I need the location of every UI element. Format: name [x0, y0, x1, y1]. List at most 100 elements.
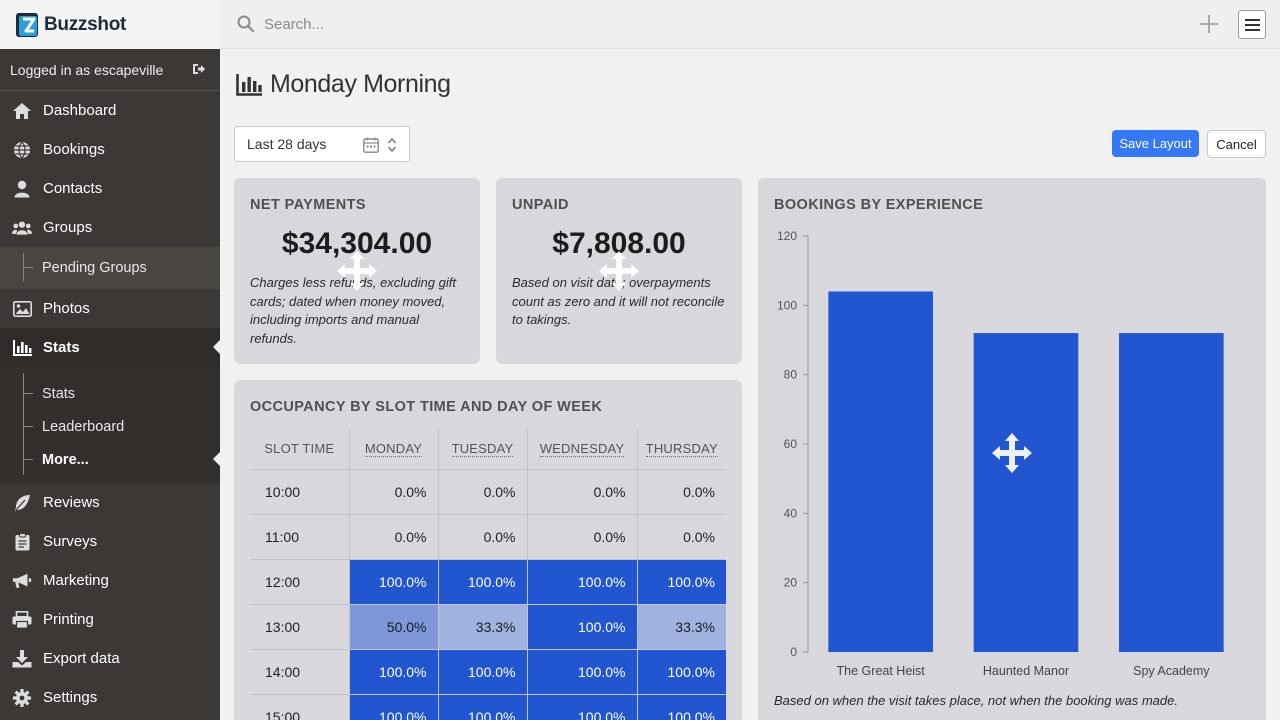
- unpaid-note: Based on visit date; overpayments count …: [512, 275, 725, 327]
- move-icon[interactable]: [598, 250, 640, 292]
- y-tick-label: 20: [784, 576, 798, 590]
- bar: [828, 291, 933, 652]
- move-icon[interactable]: [336, 250, 378, 292]
- save-layout-button[interactable]: Save Layout: [1112, 130, 1199, 157]
- chart-note: Based on when the visit takes place, not…: [774, 693, 1178, 708]
- occupancy-cell: 100.0%: [637, 559, 726, 605]
- gear-icon: [12, 688, 32, 708]
- sidebar-item-label: Stats: [43, 339, 80, 356]
- occupancy-cell: 0.0%: [438, 514, 528, 560]
- occupancy-cell: 100.0%: [527, 559, 638, 605]
- clipboard-icon: [12, 532, 32, 552]
- occupancy-cell: 100.0%: [527, 649, 638, 695]
- sidebar-item-surveys[interactable]: Surveys: [0, 522, 220, 561]
- sidebar-item-dashboard[interactable]: Dashboard: [0, 91, 220, 130]
- sidebar-item-label: Photos: [43, 300, 90, 317]
- column-header-monday[interactable]: MONDAY: [349, 429, 439, 470]
- sidebar-item-label: Surveys: [43, 533, 98, 550]
- occupancy-cell: 0.0%: [349, 514, 439, 560]
- sidebar-item-pending-groups[interactable]: Pending Groups: [0, 251, 220, 284]
- sidebar-item-photos[interactable]: Photos: [0, 289, 220, 328]
- megaphone-icon: [12, 571, 32, 591]
- date-range-select[interactable]: Last 28 days: [234, 126, 410, 162]
- menu-line: [1244, 28, 1260, 31]
- sidebar-item-label: Leaderboard: [42, 418, 125, 435]
- cancel-button[interactable]: Cancel: [1207, 130, 1266, 158]
- slot-time-cell: 15:00: [250, 694, 350, 720]
- sidebar-item-reviews[interactable]: Reviews: [0, 483, 220, 522]
- move-icon[interactable]: [991, 432, 1033, 474]
- add-icon[interactable]: [1198, 13, 1220, 35]
- brand[interactable]: Buzzshot: [0, 0, 220, 49]
- bar-chart-icon: [12, 338, 32, 358]
- column-header-wednesday[interactable]: WEDNESDAY: [527, 429, 638, 470]
- y-tick-label: 120: [777, 229, 797, 243]
- bar: [1119, 333, 1224, 652]
- slot-time-cell: 13:00: [250, 604, 350, 650]
- net-payments-note: Charges less refunds, excluding gift car…: [250, 275, 456, 346]
- y-tick-label: 0: [790, 645, 797, 659]
- page-title: Monday Morning: [236, 70, 451, 99]
- sidebar-item-contacts[interactable]: Contacts: [0, 169, 220, 208]
- occupancy-cell: 0.0%: [637, 469, 726, 515]
- sidebar-item-label: Marketing: [43, 572, 109, 589]
- bar: [973, 333, 1079, 652]
- occupancy-cell: 0.0%: [438, 469, 528, 515]
- sidebar-item-more[interactable]: More...: [0, 443, 220, 476]
- occupancy-cell: 100.0%: [527, 694, 638, 720]
- table-row: 15:00 100.0% 100.0% 100.0% 100.0%: [250, 694, 726, 720]
- sidebar-item-bookings[interactable]: Bookings: [0, 130, 220, 169]
- occupancy-cell: 100.0%: [438, 559, 528, 605]
- net-payments-card[interactable]: NET PAYMENTS $34,304.00 Charges less ref…: [234, 178, 480, 364]
- occupancy-cell: 100.0%: [349, 694, 439, 720]
- occupancy-cell: 0.0%: [637, 514, 726, 560]
- user-icon: [12, 179, 32, 199]
- sidebar-item-label: Settings: [43, 689, 98, 706]
- column-header-tuesday[interactable]: TUESDAY: [438, 429, 528, 470]
- users-icon: [12, 218, 32, 238]
- sidebar-item-label: Dashboard: [43, 102, 117, 119]
- bookings-bar-chart: 0 20 40 60 80 100 120 The Great Heist Haunted Ma…: [777, 229, 1224, 678]
- sidebar-item-leaderboard[interactable]: Leaderboard: [0, 410, 220, 443]
- bookings-by-experience-card[interactable]: BOOKINGS BY EXPERIENCE 0 20 40 60 80 100 120 Th…: [758, 178, 1266, 720]
- column-header-thursday[interactable]: THURSDAY: [637, 429, 726, 470]
- logout-icon[interactable]: [192, 62, 206, 76]
- slot-time-cell: 12:00: [250, 559, 350, 605]
- occupancy-cell: 33.3%: [637, 604, 726, 650]
- card-title: BOOKINGS BY EXPERIENCE: [774, 197, 984, 213]
- card-title: NET PAYMENTS: [250, 197, 366, 213]
- feather-icon: [12, 493, 32, 513]
- table-row: 14:00 100.0% 100.0% 100.0% 100.0%: [250, 649, 726, 695]
- search-icon: [237, 15, 255, 33]
- occupancy-table: SLOT TIME MONDAY TUESDAY WEDNESDAY THURS…: [250, 429, 726, 720]
- logged-in-status: Logged in as escapeville: [0, 49, 220, 91]
- sidebar-item-label: Contacts: [43, 180, 103, 197]
- table-header-row: SLOT TIME MONDAY TUESDAY WEDNESDAY THURS…: [250, 429, 726, 470]
- sidebar-item-stats[interactable]: Stats: [0, 328, 220, 367]
- bar-chart-icon: [236, 73, 262, 96]
- occupancy-cell: 100.0%: [349, 649, 439, 695]
- hamburger-menu-button[interactable]: [1238, 10, 1266, 39]
- sidebar-item-groups[interactable]: Groups: [0, 208, 220, 247]
- sidebar-item-stats-overview[interactable]: Stats: [0, 377, 220, 410]
- table-row: 13:00 50.0% 33.3% 100.0% 33.3%: [250, 604, 726, 650]
- sidebar-item-printing[interactable]: Printing: [0, 600, 220, 639]
- sidebar-item-export-data[interactable]: Export data: [0, 639, 220, 678]
- slot-time-cell: 11:00: [250, 514, 350, 560]
- printer-icon: [12, 610, 32, 630]
- slot-time-cell: 14:00: [250, 649, 350, 695]
- occupancy-cell: 100.0%: [438, 694, 528, 720]
- card-title: UNPAID: [512, 197, 569, 213]
- sidebar-item-label: Bookings: [43, 141, 105, 158]
- occupancy-card[interactable]: OCCUPANCY BY SLOT TIME AND DAY OF WEEK S…: [234, 380, 742, 720]
- column-header-slot-time: SLOT TIME: [250, 429, 350, 470]
- sidebar-item-settings[interactable]: Settings: [0, 678, 220, 717]
- sidebar-item-marketing[interactable]: Marketing: [0, 561, 220, 600]
- unpaid-card[interactable]: UNPAID $7,808.00 Based on visit date; ov…: [496, 178, 742, 364]
- chevron-updown-icon: [387, 137, 397, 153]
- sidebar-item-label: Pending Groups: [42, 259, 147, 276]
- globe-icon: [12, 140, 32, 160]
- x-tick-label: Haunted Manor: [983, 664, 1069, 678]
- search-input[interactable]: [264, 15, 664, 33]
- table-row: 12:00 100.0% 100.0% 100.0% 100.0%: [250, 559, 726, 605]
